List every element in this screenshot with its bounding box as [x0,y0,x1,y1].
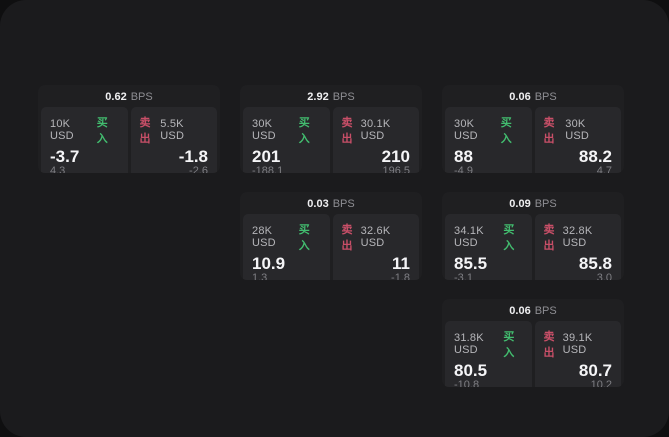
quote-panels: 10K USD 买入 -3.7 4.3 卖出 5.5K USD -1.8 -2.… [41,107,217,173]
sell-panel[interactable]: 卖出 39.1K USD 80.7 10.2 [534,321,621,387]
sell-price: 11 [392,254,410,273]
sell-panel[interactable]: 卖出 32.8K USD 85.8 3.0 [534,214,621,280]
sell-delta: 196.5 [382,165,410,173]
buy-side-label: 买入 [503,224,515,252]
sell-side-label: 卖出 [341,117,353,145]
buy-delta: -4.9 [454,165,473,173]
quote-panels: 30K USD 买入 88 -4.9 卖出 30K USD 88.2 4.7 [445,107,621,173]
buy-delta: -10.8 [454,379,480,387]
spread-value: 0.62 [105,90,127,103]
sell-notional: 30.1K USD [360,118,391,142]
buy-delta: -188.1 [252,165,284,173]
spread-value: 0.06 [509,90,531,103]
sell-price: 80.7 [578,361,612,380]
buy-price: 85.5 [454,254,488,273]
sell-price: 210 [381,147,410,166]
buy-panel[interactable]: 28K USD 买入 10.9 1.3 [243,214,330,280]
buy-notional: 28K USD [252,225,276,249]
sell-side-label: 卖出 [543,117,555,145]
buy-price: 10.9 [252,254,286,273]
spread-unit: BPS [130,90,153,103]
sell-panel[interactable]: 卖出 5.5K USD -1.8 -2.6 [130,107,217,173]
buy-price: 88 [454,147,473,166]
sell-price: -1.8 [178,147,208,166]
spread-unit: BPS [332,90,355,103]
buy-notional: 31.8K USD [454,332,484,356]
quote-panels: 28K USD 买入 10.9 1.3 卖出 32.6K USD 11 -1.8 [243,214,419,280]
buy-panel[interactable]: 30K USD 买入 88 -4.9 [445,107,532,173]
buy-notional: 30K USD [454,118,478,142]
quote-card[interactable]: 0.62 BPS 10K USD 买入 -3.7 4.3 卖出 5.5K USD [38,85,220,173]
spread-header: 0.03 BPS [240,192,422,212]
buy-panel[interactable]: 30K USD 买入 201 -188.1 [243,107,330,173]
quote-panels: 30K USD 买入 201 -188.1 卖出 30.1K USD 210 1… [243,107,419,173]
spread-value: 0.09 [509,197,531,210]
buy-panel[interactable]: 34.1K USD 买入 85.5 -3.1 [445,214,532,280]
buy-side-label: 买入 [298,117,310,145]
sell-price: 88.2 [578,147,612,166]
sell-price: 85.8 [578,254,612,273]
sell-delta: 3.0 [596,272,612,280]
spread-header: 0.06 BPS [442,299,624,319]
sell-notional: 5.5K USD [160,118,185,142]
buy-notional: 34.1K USD [454,225,484,249]
quote-panels: 31.8K USD 买入 80.5 -10.8 卖出 39.1K USD 80.… [445,321,621,387]
buy-panel[interactable]: 10K USD 买入 -3.7 4.3 [41,107,128,173]
sell-delta: -1.8 [391,272,410,280]
quote-card[interactable]: 0.03 BPS 28K USD 买入 10.9 1.3 卖出 32.6K US… [240,192,422,280]
buy-delta: 1.3 [252,272,268,280]
sell-delta: -2.6 [189,165,208,173]
spread-unit: BPS [332,197,355,210]
sell-notional: 30K USD [565,118,590,142]
spread-header: 0.06 BPS [442,85,624,105]
buy-side-label: 买入 [503,331,515,359]
spread-header: 2.92 BPS [240,85,422,105]
buy-panel[interactable]: 31.8K USD 买入 80.5 -10.8 [445,321,532,387]
sell-notional: 32.6K USD [360,225,391,249]
spread-unit: BPS [534,197,557,210]
spread-value: 2.92 [307,90,329,103]
quote-card-grid: 0.62 BPS 10K USD 买入 -3.7 4.3 卖出 5.5K USD [38,85,624,387]
buy-price: -3.7 [50,147,80,166]
quote-card[interactable]: 0.09 BPS 34.1K USD 买入 85.5 -3.1 卖出 32.8K… [442,192,624,280]
quote-panels: 34.1K USD 买入 85.5 -3.1 卖出 32.8K USD 85.8… [445,214,621,280]
buy-price: 80.5 [454,361,488,380]
buy-side-label: 买入 [298,224,310,252]
quote-card[interactable]: 0.06 BPS 30K USD 买入 88 -4.9 卖出 30K USD [442,85,624,173]
spread-value: 0.06 [509,304,531,317]
sell-side-label: 卖出 [543,224,555,252]
buy-notional: 10K USD [50,118,74,142]
spread-header: 0.62 BPS [38,85,220,105]
sell-panel[interactable]: 卖出 30.1K USD 210 196.5 [332,107,419,173]
sell-panel[interactable]: 卖出 32.6K USD 11 -1.8 [332,214,419,280]
sell-panel[interactable]: 卖出 30K USD 88.2 4.7 [534,107,621,173]
spread-header: 0.09 BPS [442,192,624,212]
sell-side-label: 卖出 [341,224,353,252]
sell-delta: 4.7 [596,165,612,173]
sell-side-label: 卖出 [543,331,555,359]
quote-card[interactable]: 2.92 BPS 30K USD 买入 201 -188.1 卖出 30.1K … [240,85,422,173]
spread-unit: BPS [534,304,557,317]
buy-side-label: 买入 [96,117,108,145]
sell-notional: 32.8K USD [562,225,593,249]
quote-card[interactable]: 0.06 BPS 31.8K USD 买入 80.5 -10.8 卖出 39.1… [442,299,624,387]
spread-value: 0.03 [307,197,329,210]
buy-delta: -3.1 [454,272,473,280]
sell-delta: 10.2 [590,379,612,387]
buy-notional: 30K USD [252,118,276,142]
buy-price: 201 [252,147,281,166]
buy-side-label: 买入 [500,117,512,145]
sell-notional: 39.1K USD [562,332,593,356]
spread-unit: BPS [534,90,557,103]
sell-side-label: 卖出 [139,117,151,145]
buy-delta: 4.3 [50,165,66,173]
